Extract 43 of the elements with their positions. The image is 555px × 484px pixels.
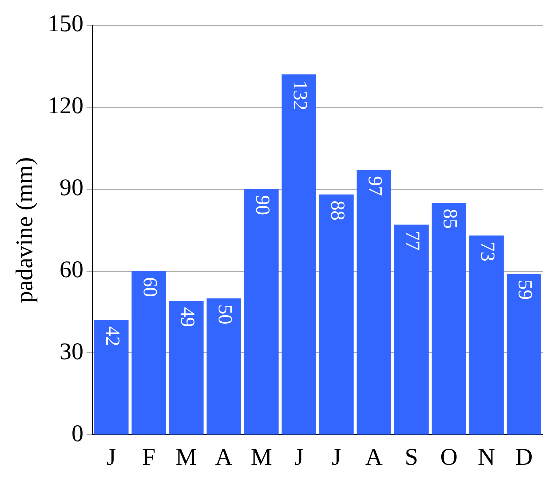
bar <box>319 194 354 435</box>
bar <box>469 236 504 435</box>
bar <box>506 274 542 435</box>
x-tick-label: D <box>516 444 533 471</box>
x-tick-label: J <box>106 444 116 471</box>
data-label: 77 <box>401 230 424 251</box>
y-tick-label: 120 <box>48 94 84 120</box>
data-label: 49 <box>176 307 198 328</box>
y-tick-label: 30 <box>60 340 84 366</box>
bar <box>132 271 166 435</box>
bar <box>169 301 204 435</box>
y-tick-label: 0 <box>72 421 84 448</box>
x-tick-label: A <box>215 444 234 471</box>
x-tick-label: J <box>294 444 304 471</box>
data-label: 85 <box>438 208 461 229</box>
data-label: 59 <box>514 280 536 300</box>
x-tick-label: N <box>478 444 496 471</box>
bar <box>282 74 316 435</box>
x-tick-label: M <box>176 444 198 471</box>
data-label: 60 <box>138 277 161 298</box>
data-label: 88 <box>326 200 348 221</box>
x-tick-label: M <box>250 444 272 471</box>
y-axis-title: padavine (mm) <box>12 157 39 304</box>
bar <box>394 224 429 435</box>
x-tick-label: S <box>405 444 418 471</box>
y-tick-label: 90 <box>60 176 84 202</box>
data-label: 73 <box>476 242 498 262</box>
data-label: 97 <box>364 176 386 196</box>
bar <box>432 202 466 435</box>
bar <box>94 320 129 435</box>
x-tick-label: J <box>332 444 342 471</box>
y-tick-label: 150 <box>48 12 84 38</box>
bar <box>356 170 392 435</box>
data-label: 132 <box>288 80 311 111</box>
bar <box>206 298 242 435</box>
data-label: 42 <box>101 326 124 346</box>
bar <box>244 189 279 435</box>
x-tick-label: O <box>440 444 458 471</box>
x-tick-label: F <box>142 444 156 471</box>
y-tick-label: 60 <box>60 258 84 284</box>
data-label: 50 <box>214 304 236 325</box>
data-label: 90 <box>251 195 274 216</box>
x-tick-label: A <box>366 444 384 471</box>
